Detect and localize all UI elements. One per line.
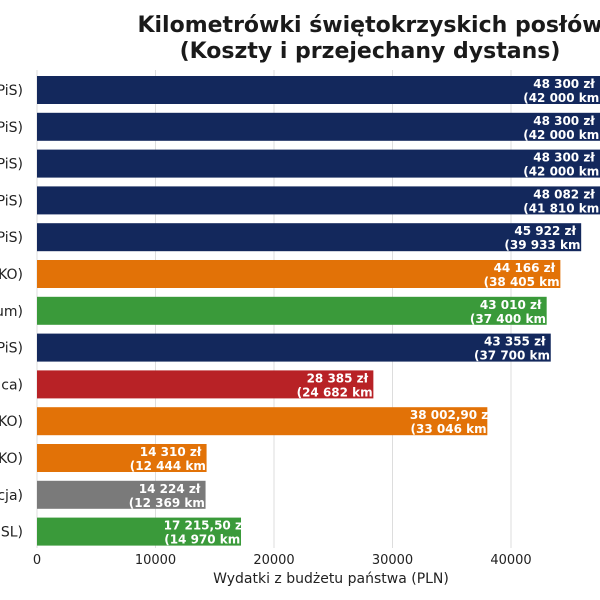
category-label: cja) — [0, 488, 23, 504]
bar-value-label: 48 300 zł — [533, 151, 595, 165]
x-axis-title: Wydatki z budżetu państwa (PLN) — [213, 571, 449, 587]
bar-distance-label: (42 000 km) — [523, 91, 600, 105]
bar-distance-label: (12 444 km) — [130, 459, 212, 473]
bar-distance-label: (33 046 km) — [411, 422, 493, 436]
bar-value-label: 14 224 zł — [139, 482, 201, 496]
category-label: PiS) — [0, 157, 23, 173]
x-tick-label: 20000 — [253, 553, 294, 568]
bar-value-label: 14 310 zł — [140, 445, 202, 459]
bar-value-label: 28 385 zł — [307, 371, 369, 385]
x-axis-ticks: 0 10000 20000 30000 40000 — [33, 553, 532, 568]
x-tick-label: 30000 — [372, 553, 413, 568]
category-label: PiS) — [0, 230, 23, 246]
bar — [37, 407, 488, 436]
bar — [37, 333, 551, 362]
bar-value-label: 44 166 zł — [494, 261, 556, 275]
category-label: SL) — [1, 525, 23, 541]
bar-distance-label: (12 369 km) — [129, 496, 211, 510]
bar — [37, 76, 600, 104]
bar-value-label: 17 215,50 zł — [164, 519, 247, 533]
bar-distance-label: (39 933 km) — [504, 238, 586, 252]
bar — [37, 296, 547, 325]
category-label: PiS) — [0, 83, 23, 99]
bar-value-label: 48 300 zł — [533, 77, 595, 91]
category-label: KO) — [0, 451, 23, 467]
bar-value-label: 43 010 zł — [480, 298, 542, 312]
bar — [37, 112, 600, 141]
bar-distance-label: (14 970 km) — [164, 533, 246, 547]
chart-title-line-1: Kilometrówki świętokrzyskich posłów — [137, 13, 600, 38]
x-tick-label: 10000 — [135, 553, 176, 568]
category-label: um) — [0, 304, 23, 320]
category-label: KO) — [0, 414, 23, 430]
bar-distance-label: (24 682 km) — [297, 385, 379, 399]
bar — [37, 517, 242, 546]
bar — [37, 444, 207, 472]
bar — [37, 186, 600, 215]
bar-value-label: 48 082 zł — [533, 187, 595, 201]
bar-value-label: 38 002,90 zł — [410, 408, 493, 422]
bar-distance-label: (37 700 km) — [474, 349, 556, 363]
bar-value-label: 48 300 zł — [533, 114, 595, 128]
x-tick-label: 0 — [33, 553, 41, 568]
chart-title-line-2: (Koszty i przejechany dystans) — [180, 39, 561, 64]
bar-distance-label: (42 000 km) — [523, 165, 600, 179]
category-label: PiS) — [0, 193, 23, 209]
bar-value-label: 43 355 zł — [484, 335, 546, 349]
bars: 48 300 zł(42 000 km)48 300 zł(42 000 km)… — [37, 76, 600, 547]
category-labels: PiS) PiS) PiS) PiS) PiS) KO) um) PiS) ica) KO) KO)… — [0, 83, 23, 541]
bar-distance-label: (38 405 km) — [484, 275, 566, 289]
bar — [37, 223, 582, 252]
bar-value-label: 45 922 zł — [514, 224, 576, 238]
category-label: ica) — [0, 377, 23, 393]
bar — [37, 149, 600, 178]
category-label: PiS) — [0, 120, 23, 136]
bar — [37, 370, 374, 399]
bar-distance-label: (37 400 km) — [470, 312, 552, 326]
bar-distance-label: (41 810 km) — [523, 201, 600, 215]
bar — [37, 480, 206, 509]
x-tick-label: 40000 — [490, 553, 531, 568]
bar-distance-label: (42 000 km) — [523, 128, 600, 142]
category-label: KO) — [0, 267, 23, 283]
bar — [37, 260, 561, 288]
category-label: PiS) — [0, 341, 23, 357]
